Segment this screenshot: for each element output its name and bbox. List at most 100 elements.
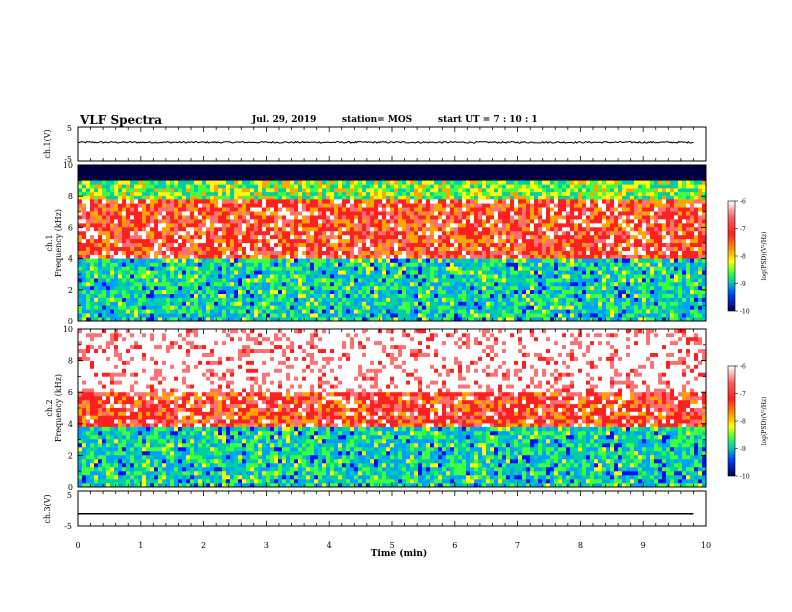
spectrogram-cell: [82, 234, 87, 240]
spectrogram-cell: [350, 262, 355, 267]
spectrogram-cell: [286, 219, 291, 224]
spectrogram-cell: [190, 250, 195, 255]
spectrogram-cell: [126, 282, 131, 287]
spectrogram-cell: [246, 176, 251, 181]
spectrogram-cell: [414, 172, 419, 177]
spectrogram-cell: [382, 203, 387, 208]
spectrogram-cell: [398, 188, 403, 193]
spectrogram-cell: [530, 215, 535, 220]
spectrogram-cell: [518, 301, 523, 306]
spectrogram-cell: [206, 313, 211, 318]
spectrogram-cell: [298, 297, 303, 302]
spectrogram-cell: [422, 203, 427, 208]
spectrogram-cell: [170, 165, 175, 170]
spectrogram-cell: [406, 184, 411, 189]
spectrogram-cell: [166, 246, 171, 251]
spectrogram-cell: [202, 258, 207, 263]
spectrogram-cell: [330, 195, 335, 200]
spectrogram-cell: [302, 313, 307, 318]
spectrogram-cell: [146, 285, 151, 291]
spectrogram-cell: [402, 297, 407, 302]
spectrogram-cell: [330, 258, 335, 263]
spectrogram-cell: [438, 165, 443, 170]
spectrogram-cell: [110, 238, 115, 244]
spectrogram-cell: [322, 215, 327, 220]
spectrogram-cell: [290, 266, 295, 271]
spectrogram-cell: [386, 215, 391, 220]
spectrogram-cell: [322, 180, 327, 185]
spectrogram-cell: [474, 242, 479, 248]
spectrogram-cell: [270, 282, 275, 287]
spectrogram-cell: [150, 223, 155, 228]
spectrogram-cell: [218, 234, 223, 240]
spectrogram-cell: [138, 317, 143, 322]
spectrogram-cell: [526, 285, 531, 291]
spectrogram-cell: [182, 219, 187, 224]
spectrogram-cell: [290, 180, 295, 185]
spectrogram-cell: [274, 230, 279, 236]
spectrogram-cell: [266, 172, 271, 177]
spectrogram-cell: [334, 176, 339, 181]
spectrogram-cell: [210, 184, 215, 189]
spectrogram-cell: [138, 242, 143, 248]
spectrogram-cell: [330, 215, 335, 220]
spectrogram-cell: [286, 226, 291, 232]
spectrogram-cell: [422, 180, 427, 185]
spectrogram-cell: [306, 223, 311, 228]
spectrogram-cell: [350, 199, 355, 204]
spectrogram-cell: [350, 176, 355, 181]
spectrogram-cell: [98, 305, 103, 310]
spectrogram-cell: [98, 219, 103, 224]
spectrogram-cell: [106, 195, 111, 200]
spectrogram-cell: [306, 188, 311, 193]
spectrogram-cell: [318, 199, 323, 204]
spectrogram-cell: [426, 226, 431, 232]
spectrogram-cell: [410, 223, 415, 228]
spectrogram-cell: [462, 313, 467, 318]
spectrogram-cell: [514, 230, 519, 236]
spectrogram-cell: [110, 219, 115, 224]
spectrogram-cell: [174, 234, 179, 240]
spectrogram-cell: [570, 278, 575, 283]
spectrogram-cell: [78, 165, 83, 170]
spectrogram-cell: [558, 266, 563, 271]
spectrogram-cell: [78, 176, 83, 181]
spectrogram-cell: [94, 250, 99, 255]
spectrogram-cell: [538, 246, 543, 251]
spectrogram-cell: [390, 180, 395, 185]
spectrogram-cell: [390, 203, 395, 208]
spectrogram-cell: [386, 219, 391, 224]
spectrogram-cell: [522, 211, 527, 216]
spectrogram-cell: [394, 203, 399, 208]
spectrogram-cell: [90, 278, 95, 283]
spectrogram-cell: [154, 165, 159, 170]
spectrogram-cell: [418, 289, 423, 294]
spectrogram-cell: [442, 176, 447, 181]
spectrogram-cell: [286, 238, 291, 244]
spectrogram-cell: [510, 184, 515, 189]
spectrogram-cell: [390, 184, 395, 189]
spectrogram-cell: [130, 262, 135, 267]
spectrogram-cell: [554, 242, 559, 248]
spectrogram-cell: [394, 234, 399, 240]
spectrogram-cell: [110, 226, 115, 232]
spectrogram-cell: [162, 184, 167, 189]
spectrogram-cell: [550, 180, 555, 185]
spectrogram-cell: [106, 191, 111, 196]
spectrogram-cell: [394, 242, 399, 248]
spectrogram-cell: [386, 172, 391, 177]
spectrogram-cell: [266, 230, 271, 236]
spectrogram-cell: [442, 180, 447, 185]
spectrogram-cell: [426, 266, 431, 271]
spectrogram-cell: [494, 246, 499, 251]
spectrogram-cell: [370, 188, 375, 193]
spectrogram-cell: [138, 234, 143, 240]
spectrogram-cell: [194, 238, 199, 244]
spectrogram-cell: [246, 270, 251, 275]
spectrogram-cell: [526, 215, 531, 220]
spectrogram-cell: [546, 262, 551, 267]
spectrogram-cell: [466, 289, 471, 294]
spectrogram-cell: [238, 266, 243, 271]
spectrogram-cell: [142, 219, 147, 224]
spectrogram-cell: [330, 246, 335, 251]
